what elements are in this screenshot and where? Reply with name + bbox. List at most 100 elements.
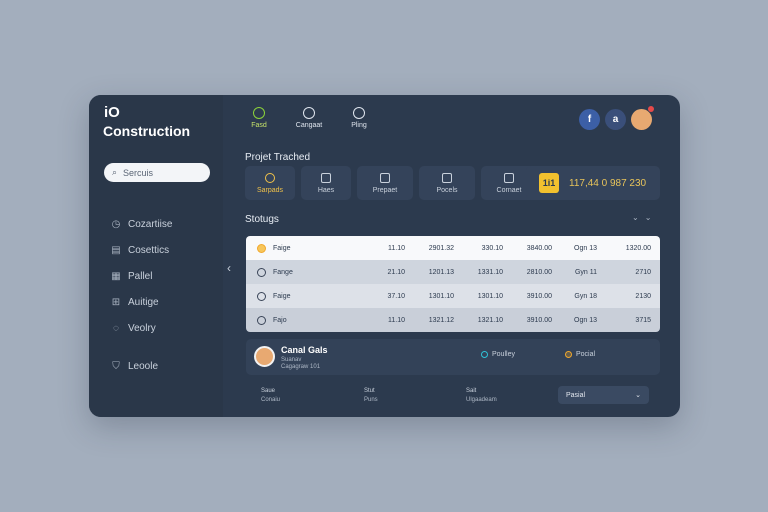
row-cell: 2810.00 — [526, 268, 552, 276]
row-name: Fange — [273, 268, 293, 276]
table-row[interactable]: Faige 11.10 2901.32 330.10 3840.00 Ogn 1… — [246, 236, 660, 260]
project-tiles: Sarpads Haes Prepaet Pocels Cornaet — [245, 166, 537, 200]
tile-prepaet[interactable]: Prepaet — [357, 166, 413, 200]
toolbar-label: Cangaat — [295, 122, 323, 129]
clipboard-icon — [442, 172, 452, 183]
row-cell: 1321.12 — [428, 316, 454, 324]
tile-label: Pocels — [436, 186, 458, 194]
toolbar-cangaat-button[interactable]: Cangaat — [289, 103, 329, 133]
row-cell: 3910.00 — [526, 292, 552, 300]
toolbar-label: Pling — [351, 122, 367, 129]
sidebar-item-cosettics[interactable]: ▤ Cosettics — [111, 237, 172, 263]
status-table: Faige 11.10 2901.32 330.10 3840.00 Ogn 1… — [246, 236, 660, 332]
image-icon — [321, 172, 331, 183]
chevron-down-icon[interactable]: ⌄ — [644, 213, 652, 222]
sidebar-item-leoole[interactable]: ⛉ Leoole — [111, 353, 158, 379]
brand-title: Construction — [103, 123, 191, 139]
row-cell: 2130 — [635, 292, 651, 300]
row-cell: 3840.00 — [526, 244, 552, 252]
row-cell: 3910.00 — [526, 316, 552, 324]
row-name: Fajo — [273, 316, 287, 324]
row-name: Faige — [273, 244, 291, 252]
collapse-chevron-icon[interactable]: ‹ — [227, 261, 231, 275]
search-box[interactable]: ⌕ — [104, 163, 210, 182]
footer-value: Puns — [364, 397, 378, 403]
sidebar-bottom: ⛉ Leoole — [111, 353, 158, 379]
account-icon[interactable]: a — [605, 109, 626, 130]
toolbar-fasd-button[interactable]: Fasd — [239, 103, 279, 133]
row-cell: Gyn 11 — [574, 268, 597, 276]
stat-value: 117,44 0 987 230 — [569, 177, 647, 189]
row-cell: 1201.13 — [428, 268, 454, 276]
footer-value: Ulgaadeam — [466, 397, 497, 403]
row-cell: 3715 — [635, 316, 651, 324]
footer-column: Stut Puns — [364, 387, 378, 405]
sidebar-item-label: Veolry — [128, 322, 156, 334]
row-cell: 1320.00 — [625, 244, 651, 252]
row-cell: 21.10 — [387, 268, 405, 276]
table-row[interactable]: Faige 37.10 1301.10 1301.10 3910.00 Gyn … — [246, 284, 660, 308]
row-cell: 1321.10 — [477, 316, 503, 324]
tile-label: Cornaet — [496, 186, 522, 194]
sidebar-item-auitige[interactable]: ⊞ Auitige — [111, 289, 172, 315]
sidebar-item-cozartiise[interactable]: ◷ Cozartiise — [111, 211, 173, 237]
top-toolbar: Fasd Cangaat Pling — [239, 103, 379, 133]
tile-pocels[interactable]: Pocels — [419, 166, 475, 200]
monitor-icon — [380, 172, 390, 183]
row-cell: 11.10 — [388, 316, 405, 324]
status-label: Poulley — [492, 351, 515, 358]
app-window: iO Construction ⌕ ◷ Cozartiise ▤ Cosetti… — [89, 95, 680, 417]
footer-value: Conaiu — [261, 397, 281, 403]
stat-tile[interactable]: 1i1 117,44 0 987 230 — [526, 166, 660, 200]
sidebar: iO Construction ⌕ ◷ Cozartiise ▤ Cosetti… — [89, 95, 223, 417]
status-pocial[interactable]: Pocial — [565, 351, 595, 358]
tile-label: Haes — [317, 186, 335, 194]
search-input[interactable] — [121, 166, 206, 179]
footer-column: Sait Ulgaadeam — [466, 387, 497, 405]
tile-haes[interactable]: Haes — [301, 166, 351, 200]
row-cell: Ogn 13 — [574, 244, 597, 252]
face-icon — [265, 172, 275, 183]
chart-icon: ⊞ — [111, 296, 121, 308]
avatar[interactable] — [631, 106, 654, 130]
status-icon — [257, 291, 266, 301]
status-icon — [257, 243, 266, 253]
toolbar-pling-button[interactable]: Pling — [339, 103, 379, 133]
chevron-down-icon: ⌄ — [635, 392, 641, 399]
table-row[interactable]: Fajo 11.10 1321.12 1321.10 3910.00 Ogn 1… — [246, 308, 660, 332]
sidebar-item-label: Leoole — [128, 360, 159, 372]
sidebar-nav: ◷ Cozartiise ▤ Cosettics ▦ Pallel ⊞ Auit… — [111, 211, 172, 341]
tile-label: Sarpads — [256, 186, 284, 194]
grid-icon: ▦ — [111, 270, 121, 282]
chat-icon: ◌ — [113, 322, 119, 334]
footer-column: Saue Conaiu — [261, 387, 280, 405]
avatar[interactable] — [254, 346, 275, 367]
sidebar-item-label: Pallel — [128, 270, 153, 282]
row-cell: 1331.10 — [477, 268, 503, 276]
sidebar-item-label: Cosettics — [128, 244, 170, 256]
profile-panel: Canal Gals Suanav Cagagraw 101 Poulley P… — [246, 339, 660, 375]
tile-sarpads[interactable]: Sarpads — [245, 166, 295, 200]
chevron-down-icon[interactable]: ⌄ — [632, 213, 639, 222]
status-icon — [257, 267, 266, 277]
status-icon — [257, 315, 266, 325]
row-cell: 1301.10 — [477, 292, 503, 300]
logo: iO — [104, 104, 120, 121]
tile-label: Prepaet — [372, 186, 398, 194]
sidebar-item-pallel[interactable]: ▦ Pallel — [111, 263, 172, 289]
footer-label: Stut — [364, 388, 375, 394]
sidebar-item-label: Cozartiise — [128, 218, 173, 230]
row-cell: Ogn 13 — [574, 316, 597, 324]
status-toggle[interactable]: ⌄ ⌄ — [632, 213, 651, 222]
sidebar-item-veolry[interactable]: ◌ Veolry — [111, 315, 172, 341]
footer-select[interactable]: Pasial ⌄ — [558, 386, 649, 404]
row-cell: 1301.10 — [428, 292, 454, 300]
toolbar-label: Fasd — [251, 122, 267, 129]
row-cell: 2901.32 — [428, 244, 454, 252]
row-name: Faige — [273, 292, 291, 300]
footer-label: Sait — [466, 388, 477, 394]
bookmark-icon — [353, 107, 365, 119]
status-poulley[interactable]: Poulley — [481, 351, 515, 358]
facebook-icon[interactable]: f — [579, 109, 600, 130]
table-row[interactable]: Fange 21.10 1201.13 1331.10 2810.00 Gyn … — [246, 260, 660, 284]
